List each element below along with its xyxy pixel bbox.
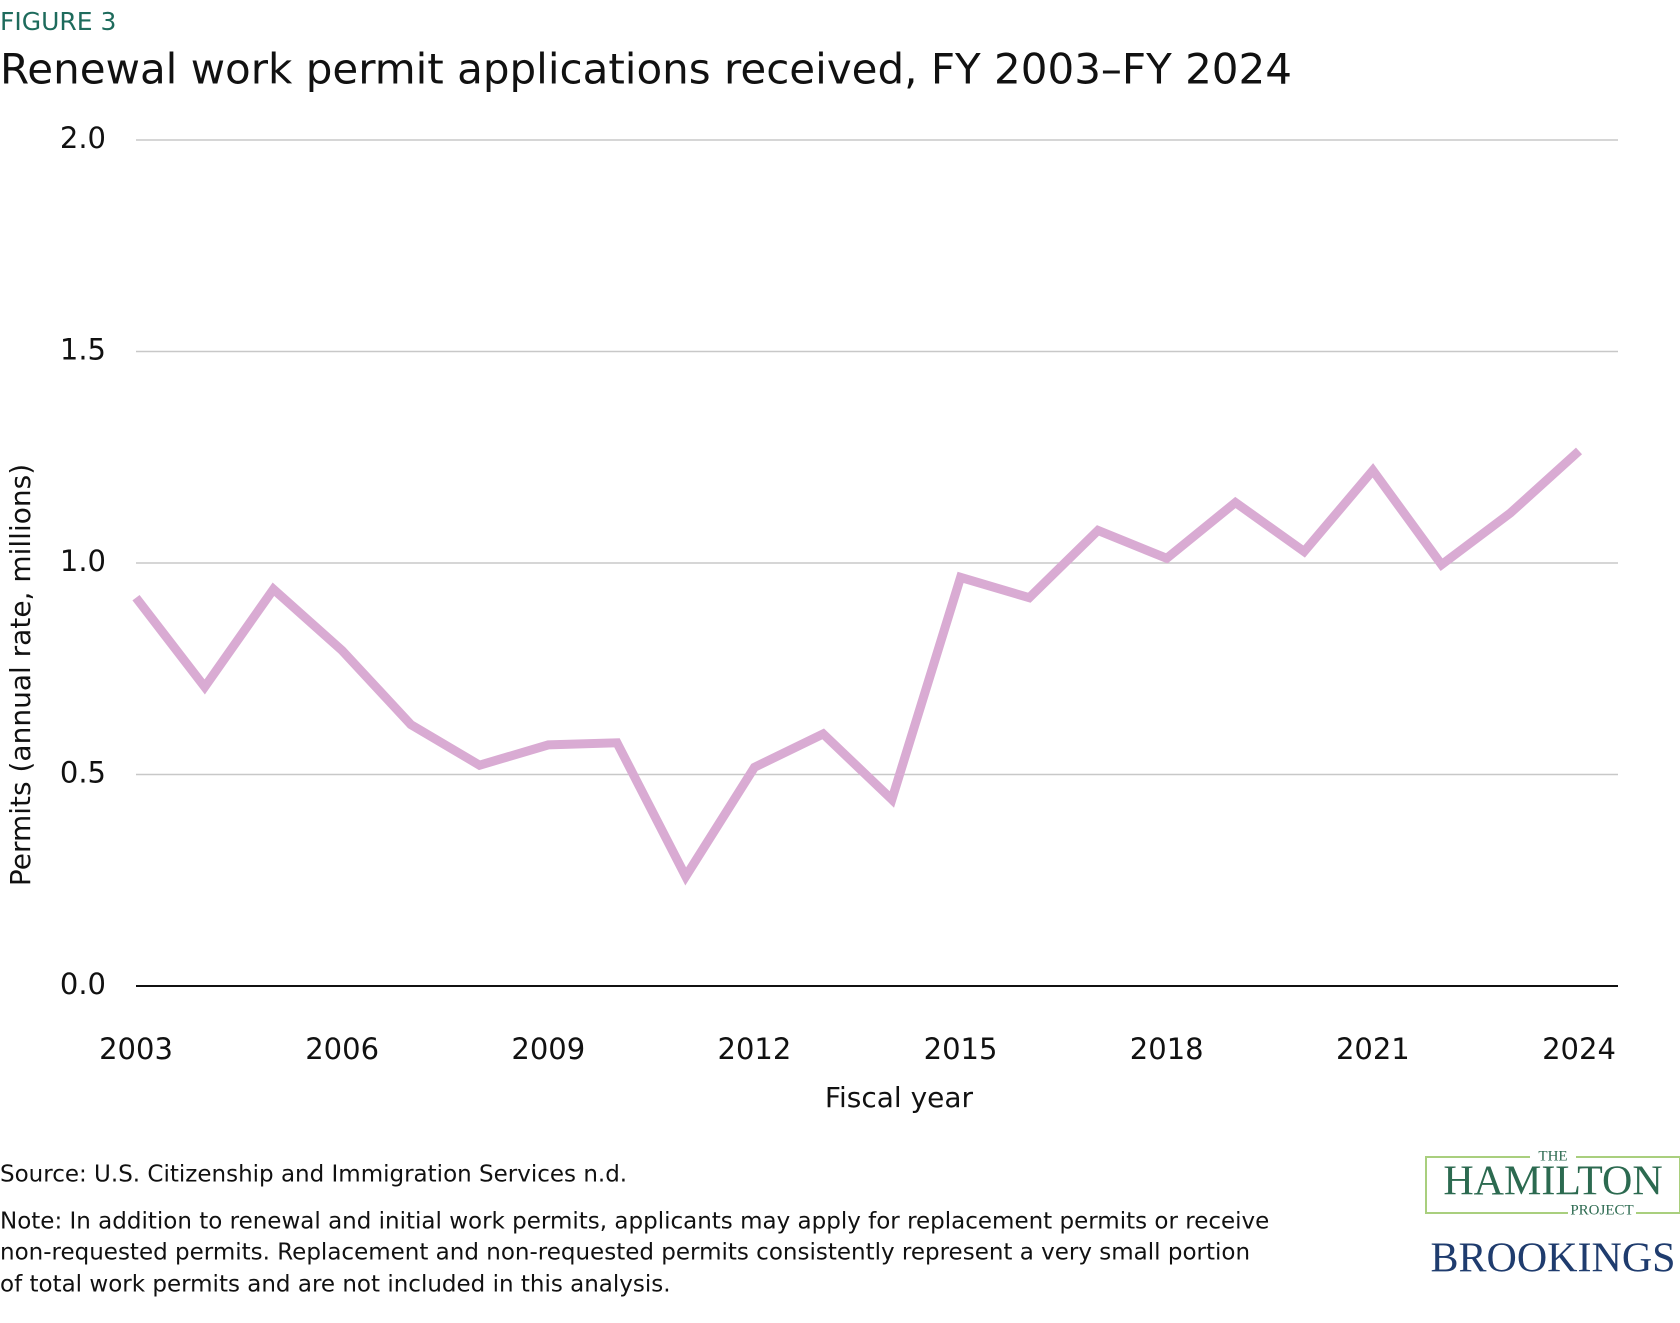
logo-gap — [1530, 1148, 1576, 1166]
logo: THE HAMILTON PROJECT BROOKINGS — [1425, 1148, 1680, 1282]
y-tick-label: 0.5 — [60, 756, 106, 790]
logo-hamilton: HAMILTON — [1443, 1159, 1662, 1205]
logo-the: THE — [1538, 1148, 1567, 1164]
y-tick-label: 1.5 — [60, 333, 106, 367]
x-tick-label: 2024 — [1542, 1032, 1616, 1066]
y-axis-label: Permits (annual rate, millions) — [4, 464, 37, 886]
x-tick-label: 2006 — [305, 1032, 379, 1066]
x-tick-label: 2021 — [1336, 1032, 1410, 1066]
logo-project: PROJECT — [1570, 1202, 1633, 1218]
note-line: Note: In addition to renewal and initial… — [0, 1209, 1269, 1235]
y-tick-label: 1.0 — [60, 544, 106, 578]
x-tick-label: 2009 — [511, 1032, 585, 1066]
note-line: non-requested permits. Replacement and n… — [0, 1240, 1250, 1266]
source: Source: U.S. Citizenship and Immigration… — [0, 1162, 627, 1188]
logo-brookings: BROOKINGS — [1430, 1236, 1675, 1282]
x-axis-label: Fiscal year — [825, 1081, 974, 1114]
note-line: of total work permits and are not includ… — [0, 1272, 671, 1298]
x-tick-label: 2012 — [718, 1032, 792, 1066]
x-tick-label: 2018 — [1130, 1032, 1204, 1066]
figure-label: FIGURE 3 — [0, 7, 116, 36]
logo-gap — [1568, 1203, 1636, 1221]
x-tick-label: 2003 — [99, 1032, 173, 1066]
chart-title: Renewal work permit applications receive… — [0, 45, 1292, 94]
series-line — [132, 447, 1583, 886]
x-tick-label: 2015 — [924, 1032, 998, 1066]
y-tick-label: 2.0 — [60, 121, 106, 155]
y-tick-label: 0.0 — [60, 967, 106, 1001]
